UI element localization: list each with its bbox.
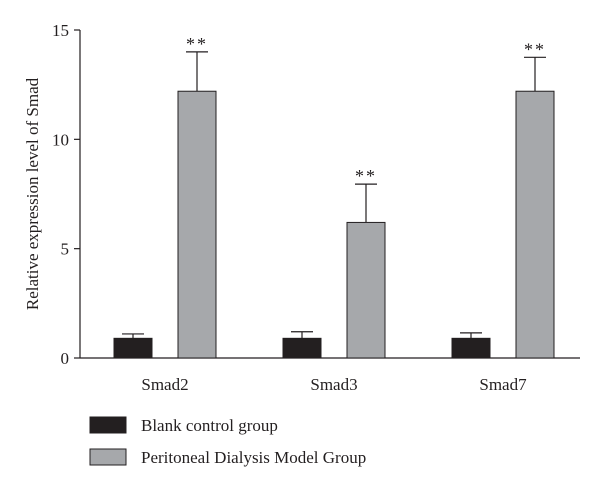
plot-area: 0 5 10 15 ** ** ** Smad2 Smad3 Smad7	[52, 21, 580, 394]
bar	[282, 337, 322, 359]
y-tick-label: 15	[52, 21, 69, 40]
bar	[451, 337, 491, 359]
y-axis-label: Relative expression level of Smad	[23, 77, 42, 310]
legend-label: Blank control group	[141, 416, 278, 435]
x-tick-label: Smad7	[479, 375, 527, 394]
significance-label: **	[524, 39, 546, 59]
legend-label: Peritoneal Dialysis Model Group	[141, 448, 366, 467]
y-tick-label: 5	[61, 240, 70, 259]
bar	[113, 337, 153, 359]
legend-swatch	[89, 448, 127, 466]
legend: Blank control group Peritoneal Dialysis M…	[89, 416, 366, 467]
x-tick-label: Smad3	[310, 375, 357, 394]
bar	[346, 221, 386, 359]
y-tick-label: 10	[52, 130, 69, 149]
bar	[177, 90, 217, 359]
bar	[515, 90, 555, 359]
y-tick-label: 0	[61, 349, 70, 368]
significance-label: **	[355, 166, 377, 186]
x-tick-label: Smad2	[141, 375, 188, 394]
significance-label: **	[186, 34, 208, 54]
legend-swatch	[89, 416, 127, 434]
